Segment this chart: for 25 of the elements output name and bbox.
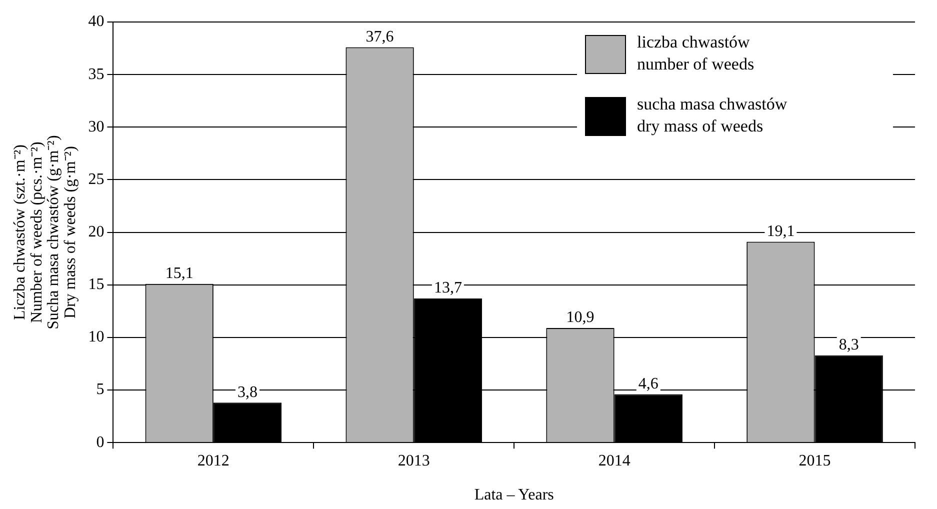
y-tick-label: 0 — [96, 434, 104, 451]
x-axis-title: Lata – Years — [474, 486, 554, 504]
y-tick-label: 25 — [88, 170, 104, 188]
data-label: 13,7 — [434, 280, 462, 297]
data-label: 4,6 — [638, 375, 658, 392]
y-tick-label: 40 — [88, 13, 104, 30]
legend-label: sucha masa chwastów dry mass of weeds — [637, 94, 788, 136]
data-label: 8,3 — [838, 336, 859, 354]
data-label: 19,1 — [766, 222, 795, 240]
y-tick-label: 15 — [88, 276, 104, 294]
data-label: 15,1 — [165, 265, 194, 282]
y-tick-label: 5 — [96, 381, 104, 398]
x-tick-label: 2015 — [798, 452, 831, 470]
x-tick-label: 2013 — [398, 452, 430, 470]
y-tick-label: 35 — [88, 66, 104, 83]
y-axis-title: Liczba chwastów (szt.·m⁻²) Number of weeds (pcs.·m⁻²) Sucha masa chwastów (g·m⁻²) Dry mass of weeds (g·m⁻²) — [12, 135, 80, 330]
y-tick-label: 20 — [88, 224, 104, 241]
y-tick-label: 10 — [88, 328, 104, 346]
y-tick-label: 30 — [88, 118, 104, 136]
x-tick-label: 2012 — [197, 452, 230, 470]
x-tick-label: 2014 — [598, 452, 630, 470]
legend-label: liczba chwastów number of weeds — [637, 32, 754, 74]
data-label: 3,8 — [238, 384, 258, 401]
data-label: 10,9 — [566, 309, 594, 326]
data-label: 37,6 — [366, 28, 394, 46]
